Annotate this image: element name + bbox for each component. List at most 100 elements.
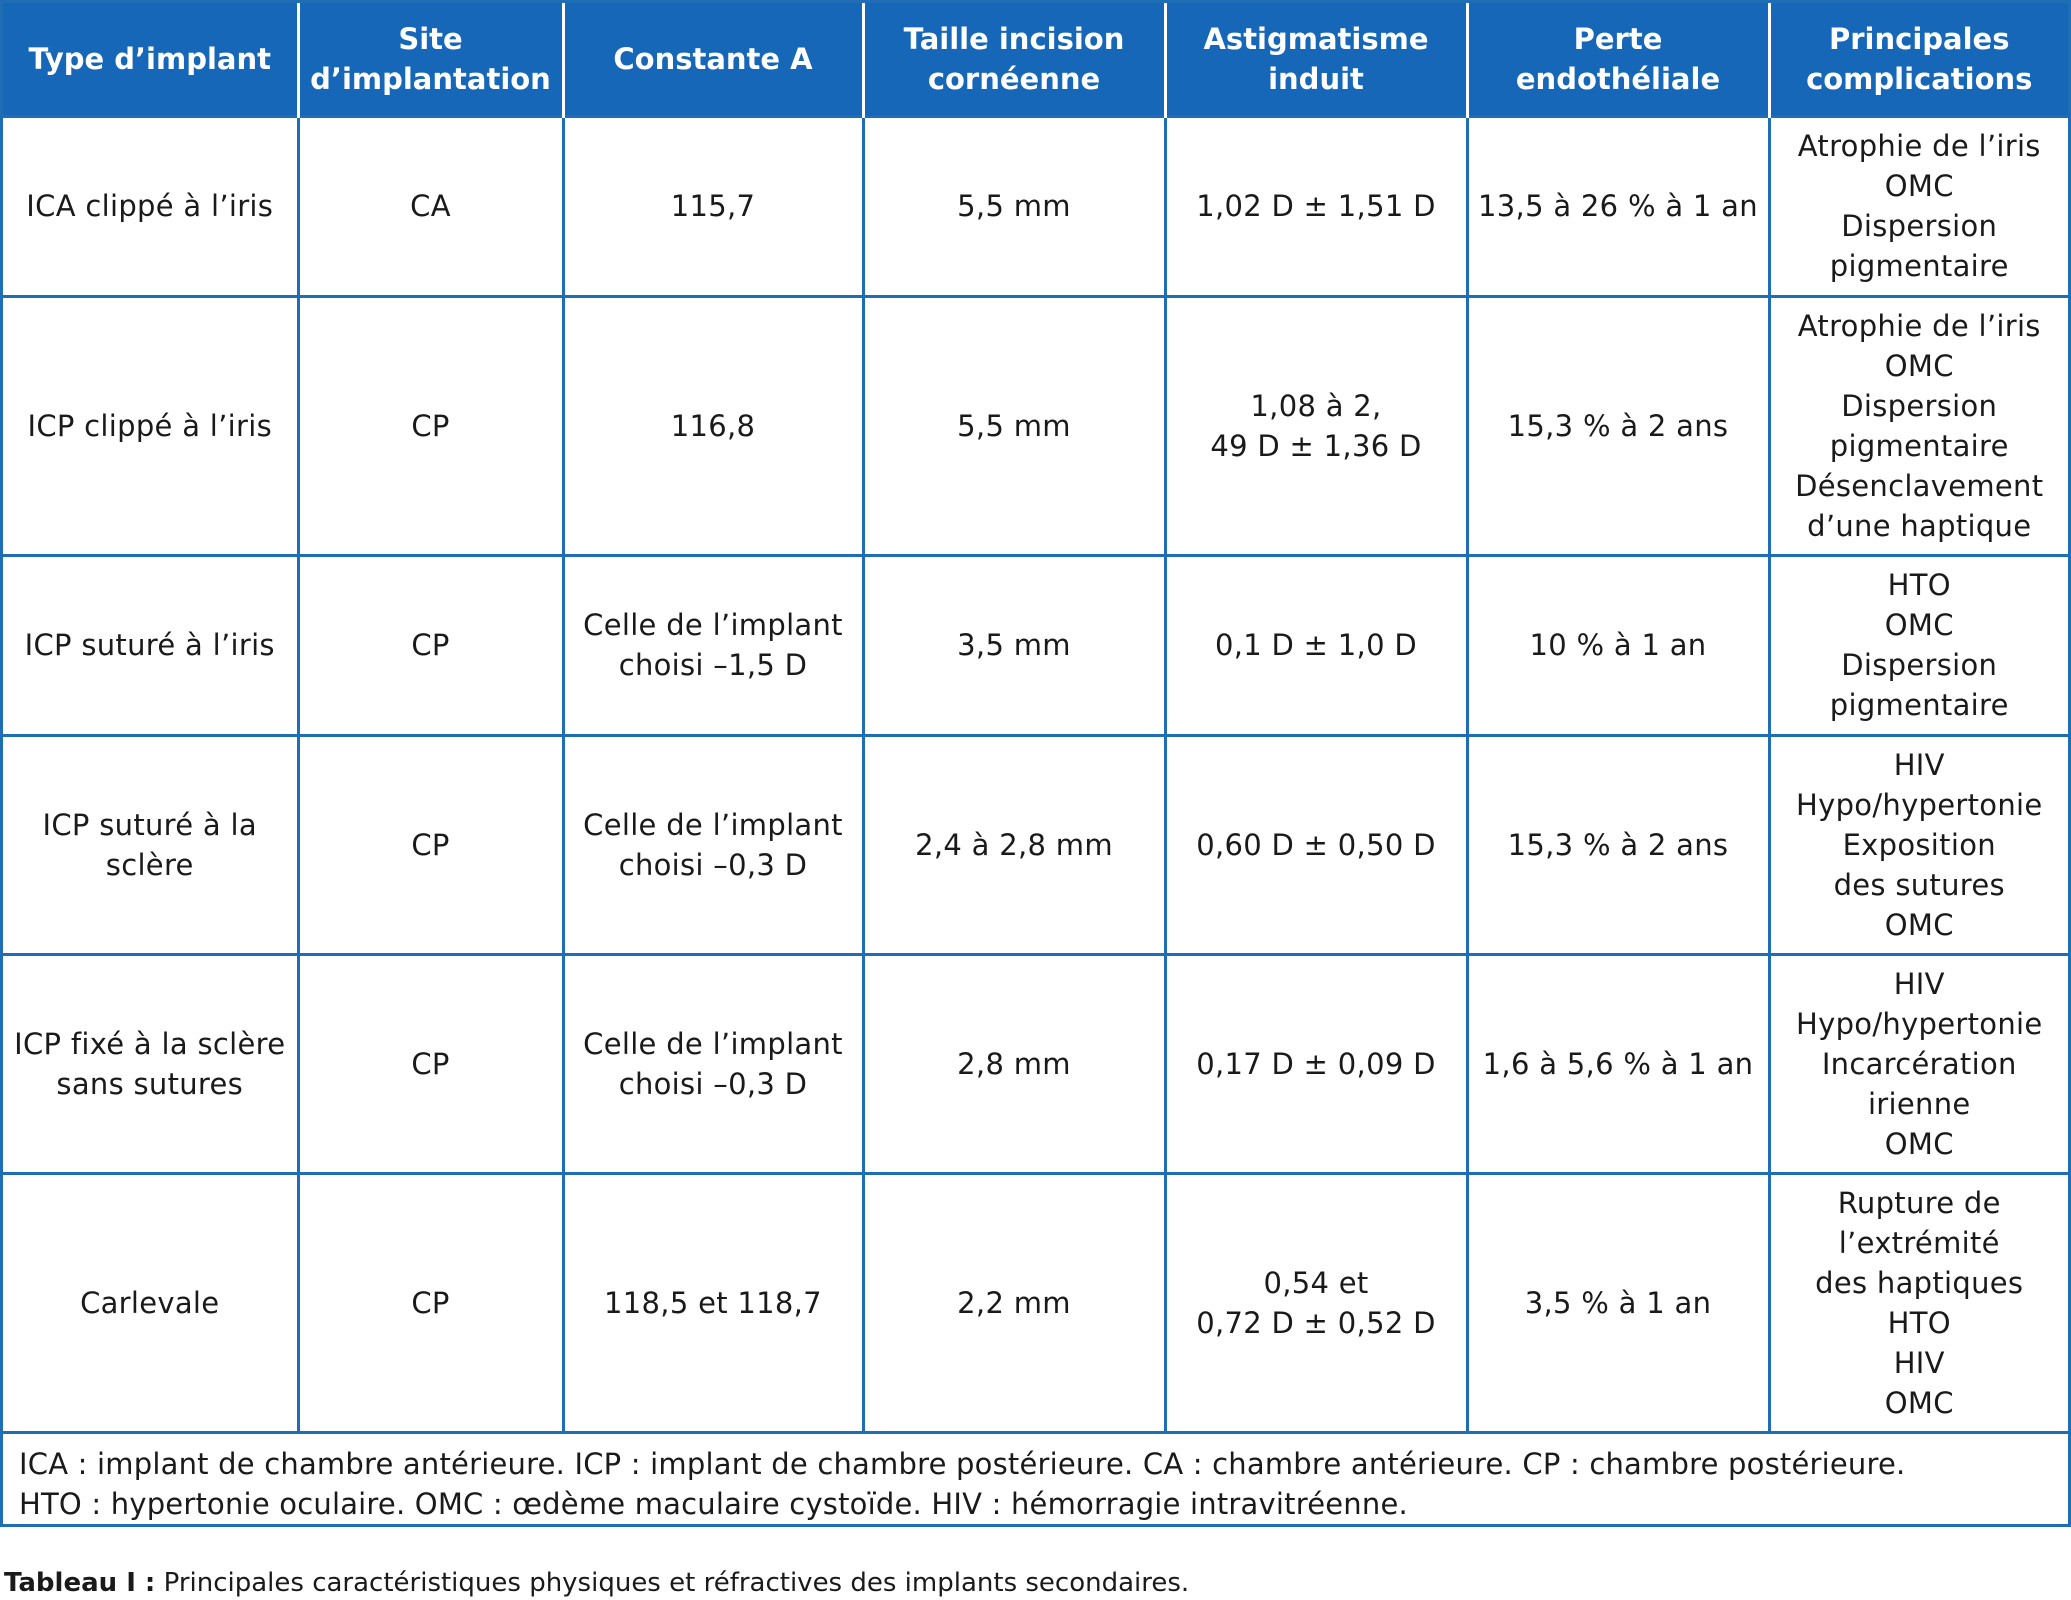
cell-site-implantation: CP <box>296 733 563 954</box>
cell-line: Hypo/hypertonie <box>1796 1006 2043 1041</box>
cell-line: 3,5 % à 1 an <box>1524 1285 1712 1320</box>
cell-line: Hypo/hypertonie <box>1796 787 2043 822</box>
cell-line: Dispersion <box>1841 209 1998 243</box>
cell-line: 2,4 à 2,8 mm <box>915 827 1113 862</box>
cell-line: l’extrémité <box>1838 1225 2000 1260</box>
cell-line: CP <box>411 628 450 662</box>
header-line: d’implantation <box>310 61 551 96</box>
cell-line: pigmentaire <box>1829 249 2009 283</box>
header-line: complications <box>1806 61 2033 96</box>
header-row: Type d’implant Site d’implantation Constant… <box>3 3 2068 116</box>
cell-taille-incision: 3,5 mm <box>861 553 1165 735</box>
cell-constante-a: 118,5 et 118,7 <box>561 1171 863 1431</box>
cell-perte-endotheliale: 15,3 % à 2 ans <box>1465 733 1769 954</box>
cell-line: ICP suturé à la <box>42 807 257 842</box>
cell-constante-a: Celle de l’implant choisi –0,3 D <box>561 952 863 1173</box>
cell-line: OMC <box>1884 1385 1954 1420</box>
cell-perte-endotheliale: 10 % à 1 an <box>1465 553 1769 735</box>
cell-line: HIV <box>1893 1345 1945 1380</box>
cell-line: CA <box>410 189 451 223</box>
cell-line: choisi –0,3 D <box>618 1066 808 1101</box>
cell-line: HIV <box>1893 747 1945 782</box>
header-line: induit <box>1268 61 1364 96</box>
table-row: ICP clippé à l’iris CP 116,8 5,5 mm 1,08 à 2… <box>3 294 2068 555</box>
table-caption: Tableau I : Principales caractéristiques… <box>4 1566 1189 1600</box>
cell-type-implant: Carlevale <box>3 1171 298 1431</box>
cell-line: 2,2 mm <box>957 1285 1071 1320</box>
column-header-constante-a: Constante A <box>561 3 863 116</box>
cell-site-implantation: CP <box>296 952 563 1173</box>
cell-principales-complications: HIV Hypo/hypertonie Exposition des sutures O… <box>1767 733 2068 954</box>
cell-line: 5,5 mm <box>957 408 1071 443</box>
footnote-line-1: ICA : implant de chambre antérieure. ICP… <box>19 1446 1906 1481</box>
cell-line: ICP suturé à l’iris <box>24 628 275 662</box>
column-header-site-implantation: Site d’implantation <box>296 3 563 116</box>
cell-line: choisi –1,5 D <box>618 648 808 682</box>
cell-line: des haptiques <box>1815 1265 2024 1300</box>
cell-line: Carlevale <box>80 1285 220 1320</box>
footnote-line-2: HTO : hypertonie oculaire. OMC : œdème m… <box>19 1486 1408 1521</box>
cell-line: 5,5 mm <box>957 189 1071 223</box>
cell-line: Exposition <box>1842 827 1996 862</box>
cell-perte-endotheliale: 15,3 % à 2 ans <box>1465 294 1769 555</box>
cell-line: CP <box>411 408 450 443</box>
cell-line: Atrophie de l’iris <box>1797 308 2041 343</box>
cell-site-implantation: CP <box>296 294 563 555</box>
cell-principales-complications: HIV Hypo/hypertonie Incarcération irienne OM… <box>1767 952 2068 1173</box>
cell-constante-a: 116,8 <box>561 294 863 555</box>
table-row: ICP suturé à la sclère CP Celle de l’implan… <box>3 733 2068 954</box>
header-line: Site <box>398 21 463 56</box>
cell-line: Dispersion <box>1841 388 1998 423</box>
header-line: Principales <box>1829 21 2010 56</box>
table-row: ICA clippé à l’iris CA 115,7 5,5 mm 1,02 D ±… <box>3 114 2068 296</box>
header-line: Type d’implant <box>28 41 271 76</box>
cell-line: 10 % à 1 an <box>1529 628 1707 662</box>
header-line: Astigmatisme <box>1203 21 1429 56</box>
cell-line: des sutures <box>1833 867 2005 902</box>
cell-line: Désenclavement <box>1795 468 2044 503</box>
cell-line: Celle de l’implant <box>583 807 843 842</box>
cell-line: Atrophie de l’iris <box>1797 129 2041 163</box>
table-row: ICP suturé à l’iris CP Celle de l’implant c… <box>3 553 2068 735</box>
cell-principales-complications: HTO OMC Dispersion pigmentaire <box>1767 553 2068 735</box>
cell-astigmatisme-induit: 0,54 et 0,72 D ± 0,52 D <box>1163 1171 1467 1431</box>
cell-site-implantation: CA <box>296 114 563 296</box>
cell-type-implant: ICP suturé à la sclère <box>3 733 298 954</box>
cell-line: Rupture de <box>1837 1185 2001 1220</box>
cell-type-implant: ICP fixé à la sclère sans sutures <box>3 952 298 1173</box>
cell-line: 1,6 à 5,6 % à 1 an <box>1482 1046 1754 1081</box>
cell-line: CP <box>411 1046 450 1081</box>
cell-line: 49 D ± 1,36 D <box>1210 428 1422 463</box>
cell-line: OMC <box>1884 169 1954 203</box>
cell-line: 3,5 mm <box>957 628 1071 662</box>
header-line: Taille incision <box>903 21 1125 56</box>
cell-line: ICA clippé à l’iris <box>26 189 274 223</box>
cell-line: pigmentaire <box>1829 428 2009 463</box>
cell-perte-endotheliale: 1,6 à 5,6 % à 1 an <box>1465 952 1769 1173</box>
cell-line: 1,02 D ± 1,51 D <box>1196 189 1436 223</box>
cell-line: 118,5 et 118,7 <box>604 1285 822 1320</box>
cell-taille-incision: 5,5 mm <box>861 114 1165 296</box>
cell-line: pigmentaire <box>1829 688 2009 722</box>
cell-line: 0,72 D ± 0,52 D <box>1196 1305 1436 1340</box>
caption-text: Principales caractéristiques physiques e… <box>155 1568 1190 1598</box>
header-line: endothéliale <box>1515 61 1721 96</box>
cell-line: ICP clippé à l’iris <box>27 408 273 443</box>
table-row: Carlevale CP 118,5 et 118,7 2,2 mm 0,54 et 0,… <box>3 1171 2068 1431</box>
cell-principales-complications: Rupture de l’extrémité des haptiques HTO HIV… <box>1767 1171 2068 1431</box>
table-footnote: ICA : implant de chambre antérieure. ICP… <box>3 1430 2068 1524</box>
column-header-perte-endotheliale: Perte endothéliale <box>1465 3 1769 116</box>
cell-line: OMC <box>1884 1126 1954 1161</box>
cell-taille-incision: 2,8 mm <box>861 952 1165 1173</box>
cell-taille-incision: 2,2 mm <box>861 1171 1165 1431</box>
table-frame: Type d’implant Site d’implantation Constant… <box>0 0 2071 1527</box>
cell-astigmatisme-induit: 1,08 à 2, 49 D ± 1,36 D <box>1163 294 1467 555</box>
cell-line: sclère <box>105 847 194 882</box>
cell-line: 116,8 <box>670 408 756 443</box>
cell-constante-a: Celle de l’implant choisi –0,3 D <box>561 733 863 954</box>
table-row: ICP fixé à la sclère sans sutures CP Celle … <box>3 952 2068 1173</box>
cell-line: d’une haptique <box>1807 508 2032 543</box>
cell-line: Incarcération <box>1821 1046 2017 1081</box>
cell-line: 0,17 D ± 0,09 D <box>1196 1046 1436 1081</box>
cell-principales-complications: Atrophie de l’iris OMC Dispersion pigmentai… <box>1767 294 2068 555</box>
